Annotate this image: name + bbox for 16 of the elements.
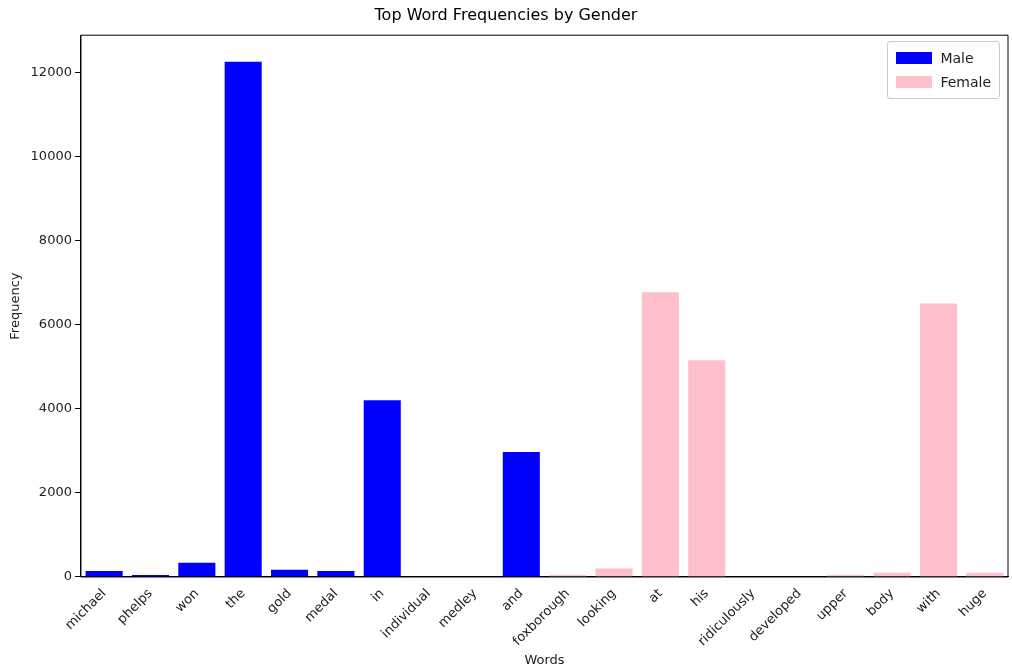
y-tick-label: 6000 xyxy=(38,315,72,331)
x-tick-label: with xyxy=(912,585,943,616)
x-tick-label: won xyxy=(171,585,202,615)
x-tick-label: at xyxy=(645,585,665,606)
y-axis-title: Frequency xyxy=(7,272,23,340)
x-tick-label: the xyxy=(222,585,248,612)
legend-label: Female xyxy=(940,74,991,91)
y-tick-label: 12000 xyxy=(30,63,72,79)
legend-label: Male xyxy=(940,50,974,67)
y-tick-label: 2000 xyxy=(38,484,72,500)
x-axis-title: Words xyxy=(524,651,565,667)
chart-title: Top Word Frequencies by Gender xyxy=(373,4,638,24)
y-tick-label: 0 xyxy=(63,568,72,584)
y-tick-label: 4000 xyxy=(38,400,72,416)
y-tick-label: 10000 xyxy=(30,147,72,163)
y-tick-label: 8000 xyxy=(38,231,72,247)
